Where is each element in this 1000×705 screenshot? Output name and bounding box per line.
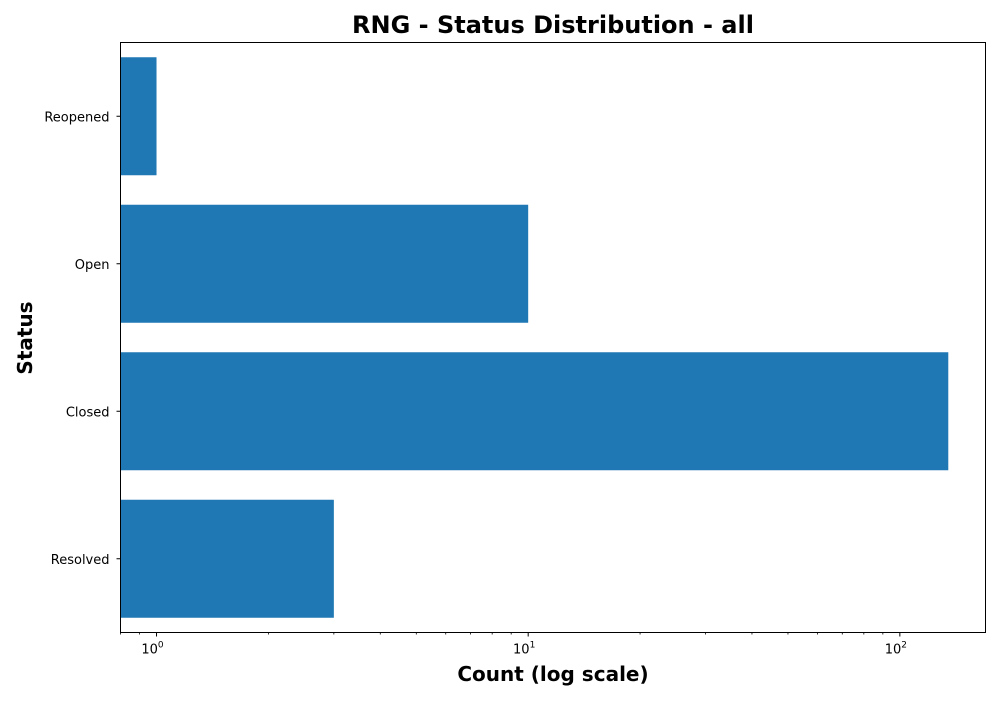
- plot-frame: [120, 42, 986, 633]
- y-axis-label: Status: [13, 301, 37, 374]
- bar-open: [120, 204, 529, 323]
- y-tick-label: Open: [75, 258, 110, 273]
- y-tick-label: Closed: [66, 405, 110, 420]
- bar-closed: [120, 352, 949, 471]
- bar-resolved: [120, 499, 334, 618]
- chart-title: RNG - Status Distribution - all: [352, 11, 754, 39]
- x-tick-exponent: 2: [901, 641, 907, 651]
- x-tick-exponent: 0: [158, 641, 164, 651]
- x-axis-label: Count (log scale): [457, 662, 648, 686]
- y-tick-label: Reopened: [44, 110, 109, 125]
- bars-layer: [120, 57, 949, 618]
- y-tick-label: Resolved: [51, 553, 110, 568]
- bar-reopened: [120, 57, 157, 176]
- x-tick-exponent: 1: [530, 641, 536, 651]
